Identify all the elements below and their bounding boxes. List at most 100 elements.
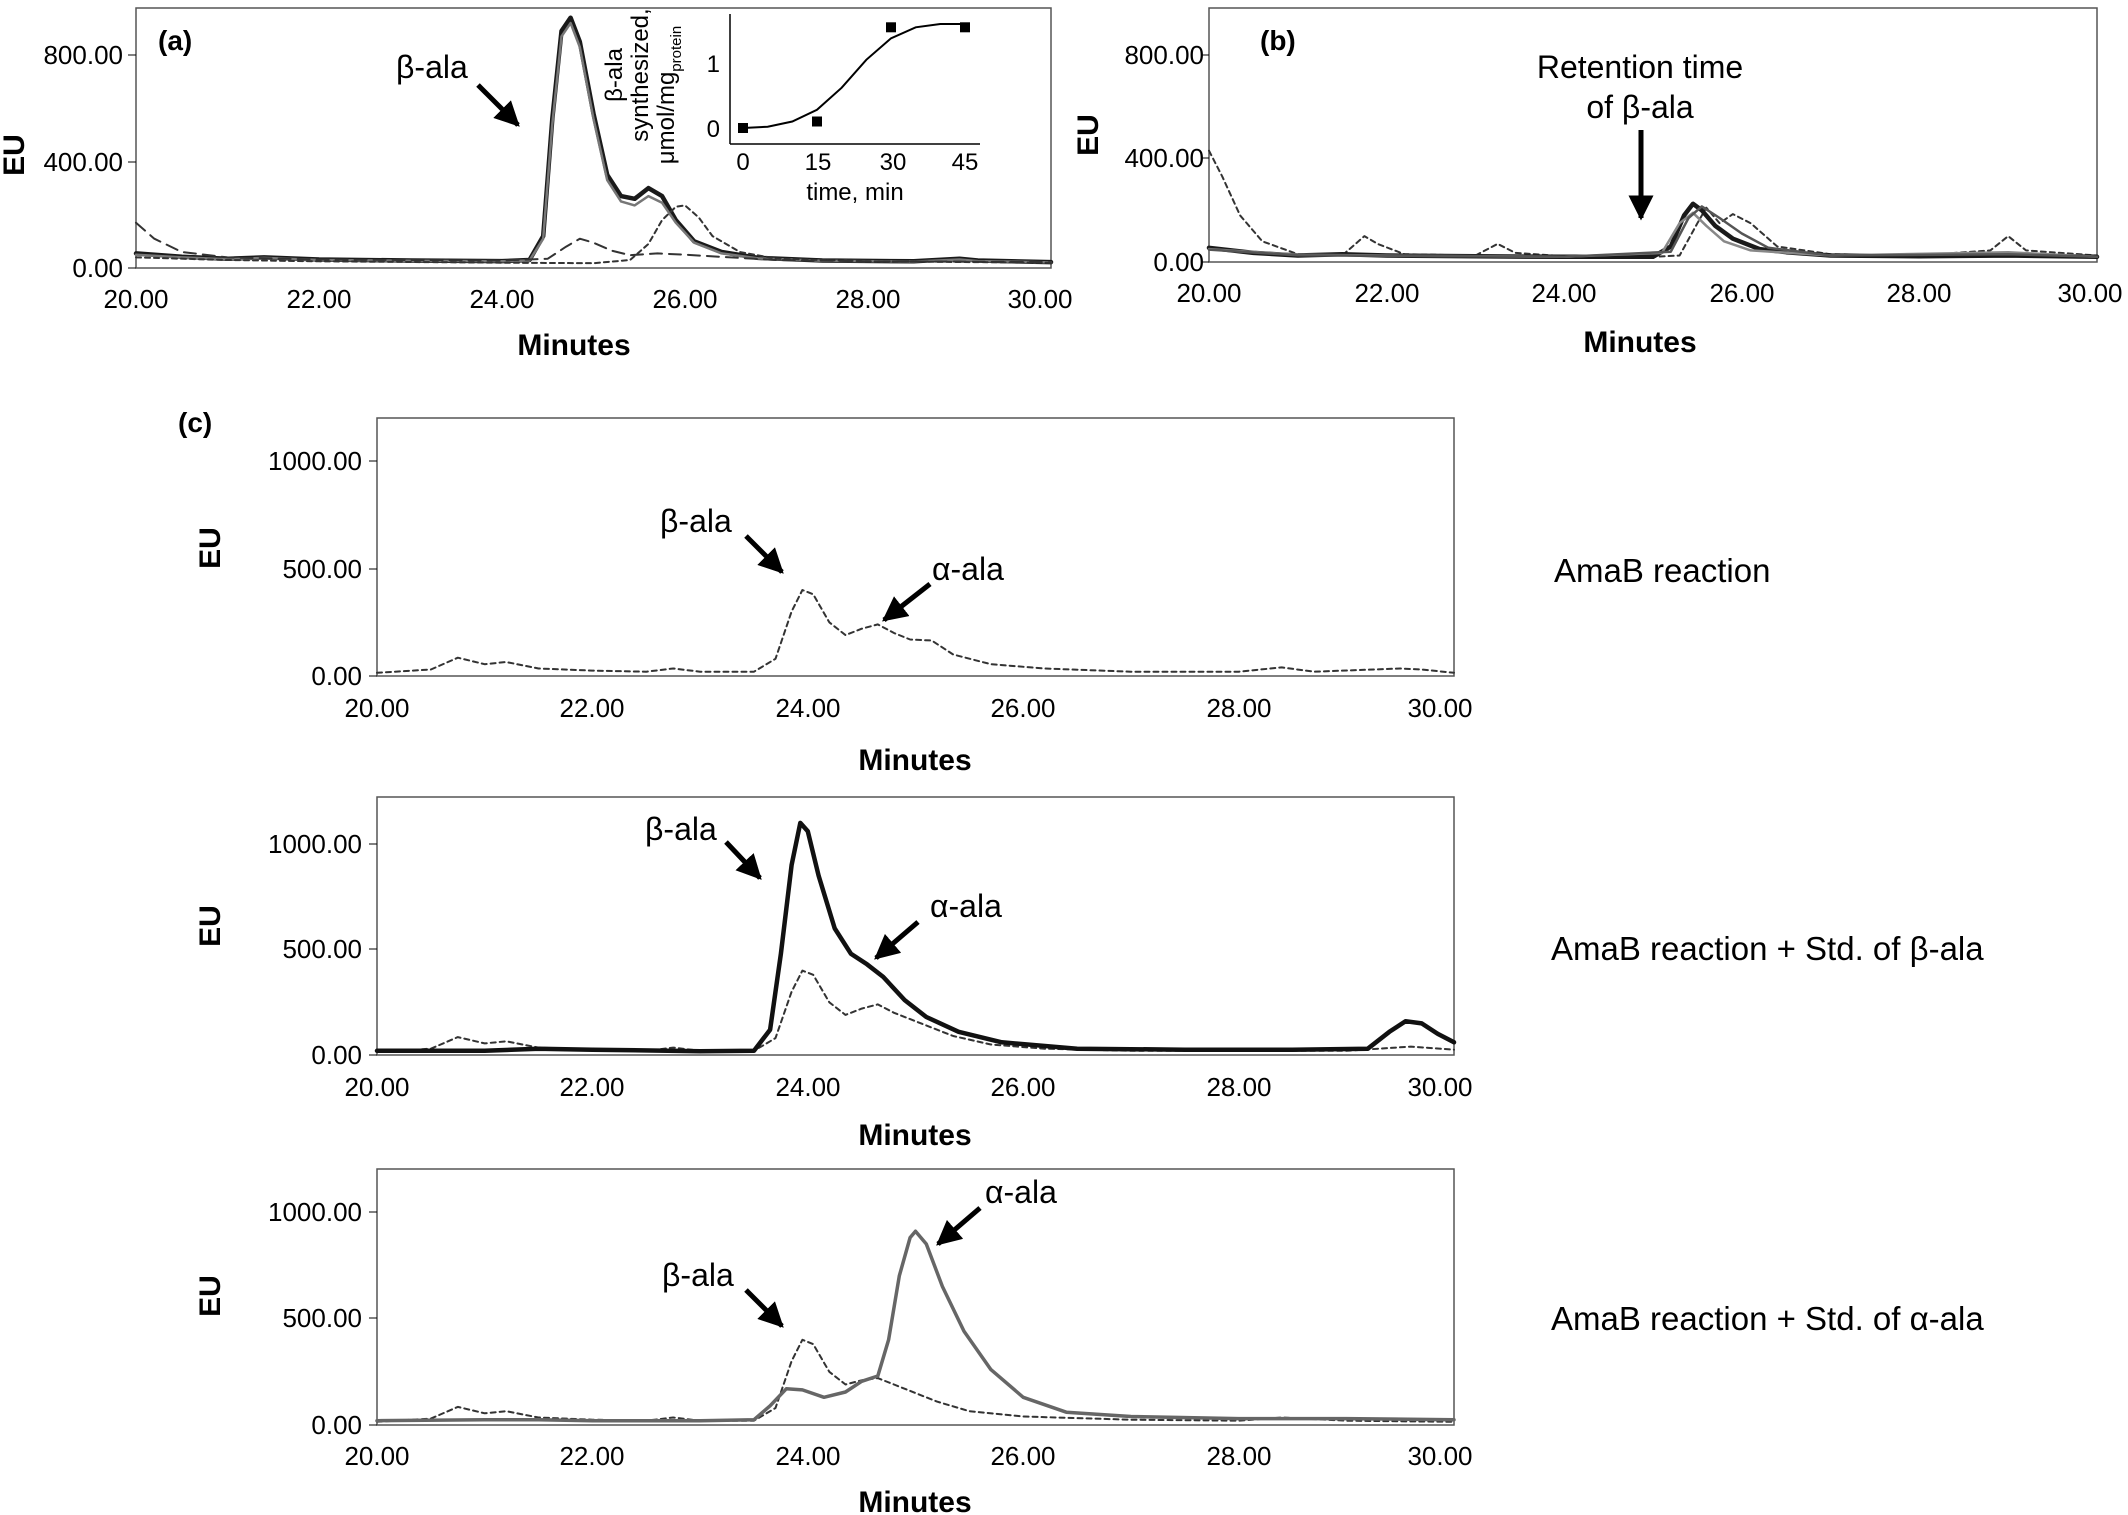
inset-ylabel-sub: protein [668, 26, 685, 72]
panel-c-top-frame [376, 417, 1455, 677]
panel-a-xtick: 30.00 [1007, 284, 1072, 314]
panel-a-xlabel: Minutes [517, 329, 630, 362]
panel-c-bottom-ylabel: EU [194, 1275, 227, 1317]
panel-c-top-xtick: 28.00 [1206, 693, 1271, 723]
panel-c-top-plot-area [376, 589, 1455, 674]
inset-ylabel-line3: μmol/mgprotein [653, 26, 685, 164]
panel-c-bottom-ytick: 0.00 [311, 1410, 362, 1440]
panel-a-xtick: 26.00 [652, 284, 717, 314]
series-line-dotted [376, 1338, 1455, 1423]
series-line-solid-thin [134, 21, 1053, 264]
panel-c-bottom-xtick: 20.00 [344, 1441, 409, 1471]
panel-c-label: (c) [178, 407, 212, 438]
panel-c-middle-xticks: 20.00 22.00 24.00 26.00 28.00 30.00 [344, 1072, 1472, 1102]
inset-data-point [886, 22, 896, 33]
inset-fit-curve [742, 23, 965, 129]
panel-b-ytick: 800.00 [1124, 40, 1204, 70]
series-line-solid-thin [1207, 211, 2099, 259]
inset-xlabel: time, min [806, 179, 903, 206]
panel-a-xtick: 22.00 [286, 284, 351, 314]
panel-c-top-xticks: 20.00 22.00 24.00 26.00 28.00 30.00 [344, 693, 1472, 723]
panel-a-ytick: 400.00 [43, 147, 123, 177]
panel-b-xtick: 30.00 [2057, 278, 2122, 308]
panel-c-bottom-arrow-alpha [936, 1206, 982, 1246]
panel-c-top-yticks: 1000.00 500.00 0.00 [268, 446, 377, 691]
inset-xtick: 45 [952, 149, 979, 176]
panel-c-top-xtick: 22.00 [559, 693, 624, 723]
panel-a-annotation-beta-ala: β-ala [396, 49, 468, 85]
panel-b-label: (b) [1260, 25, 1296, 56]
panel-b: (b) EU Minutes 800.00 400.00 0.00 20.00 … [1072, 7, 2123, 359]
inset-xtick: 0 [736, 149, 749, 176]
inset-data-point [960, 22, 970, 33]
panel-c-bottom-xticks: 20.00 22.00 24.00 26.00 28.00 30.00 [344, 1441, 1472, 1471]
panel-c-middle-ytick: 1000.00 [268, 829, 362, 859]
panel-b-ylabel: EU [1072, 114, 1105, 156]
inset-xtick: 30 [880, 149, 907, 176]
panel-c-middle-arrow-beta [724, 840, 762, 880]
panel-c-top-annotation-beta: β-ala [660, 503, 732, 539]
panel-c-top-annotation-alpha: α-ala [932, 551, 1004, 587]
panel-c-middle-side-label: AmaB reaction + Std. of β-ala [1551, 930, 1984, 967]
panel-c-middle-plot-area [374, 820, 1457, 1054]
series-line-dashed-long [135, 221, 1052, 264]
inset-plot-area [738, 22, 970, 133]
panel-a-frame [135, 7, 1052, 269]
panel-c-bottom-side-label: AmaB reaction + Std. of α-ala [1551, 1300, 1984, 1337]
panel-a-ylabel: EU [0, 134, 31, 176]
panel-b-xtick: 20.00 [1176, 278, 1241, 308]
series-line-solid-thick [1206, 201, 2100, 260]
panel-c-middle-xlabel: Minutes [858, 1119, 971, 1152]
panel-c-bottom-xlabel: Minutes [858, 1486, 971, 1515]
panel-c-bottom-xtick: 26.00 [990, 1441, 1055, 1471]
panel-c-bottom-xtick: 22.00 [559, 1441, 624, 1471]
panel-a-yticks: 800.00 400.00 0.00 [43, 40, 136, 283]
panel-b-yticks: 800.00 400.00 0.00 [1124, 40, 1209, 277]
panel-a: (a) EU Minutes 800.00 400.00 0.00 20.00 … [0, 7, 1073, 362]
panel-b-plot-area [1206, 149, 2100, 260]
inset-ytick: 0 [707, 116, 720, 143]
series-line-dotted [135, 204, 1052, 265]
panel-c-middle-annotation-alpha: α-ala [930, 888, 1002, 924]
panel-c-middle-arrow-alpha [874, 920, 920, 960]
panel-c-middle-xtick: 26.00 [990, 1072, 1055, 1102]
panel-c-bottom-xtick: 24.00 [775, 1441, 840, 1471]
panel-c-bottom-yticks: 1000.00 500.00 0.00 [268, 1197, 377, 1440]
panel-a-xtick: 24.00 [469, 284, 534, 314]
inset-ylabel-unit: μmol/mg [653, 72, 680, 165]
panel-c-bottom-annotation-alpha: α-ala [985, 1174, 1057, 1210]
panel-b-xlabel: Minutes [1583, 326, 1696, 359]
panel-a-label: (a) [158, 25, 192, 56]
panel-c-top-xtick: 24.00 [775, 693, 840, 723]
panel-a-xtick: 28.00 [835, 284, 900, 314]
panel-b-ytick: 400.00 [1124, 143, 1204, 173]
panel-c-bottom-ytick: 1000.00 [268, 1197, 362, 1227]
panel-a-ytick: 0.00 [72, 253, 123, 283]
series-line-solid-thick [374, 820, 1457, 1054]
panel-c-middle-ylabel: EU [194, 905, 227, 947]
series-line-dotted [376, 589, 1455, 674]
inset-data-point [812, 116, 822, 127]
panel-c-bottom-arrow-beta [744, 1288, 784, 1328]
panel-a-inset: β-ala synthesized, μmol/mgprotein 0 1 0 … [601, 8, 980, 206]
inset-data-point [738, 123, 748, 133]
panel-c-middle-frame [376, 796, 1455, 1056]
panel-c-middle: EU Minutes 1000.00 500.00 0.00 20.00 22.… [194, 796, 1984, 1152]
panel-b-ytick: 0.00 [1153, 247, 1204, 277]
panel-c-top: EU Minutes 1000.00 500.00 0.00 20.00 22.… [194, 417, 1770, 777]
panel-c-middle-xtick: 22.00 [559, 1072, 624, 1102]
panel-c-middle-ytick: 500.00 [282, 934, 362, 964]
panel-c-bottom-frame [376, 1168, 1455, 1426]
panel-b-xtick: 28.00 [1886, 278, 1951, 308]
panel-c-top-ytick: 500.00 [282, 554, 362, 584]
panel-c-bottom-plot-area [375, 1229, 1456, 1423]
panel-c-bottom: EU Minutes 1000.00 500.00 0.00 20.00 22.… [194, 1168, 1984, 1515]
inset-ylabel-line1: β-ala [601, 47, 628, 101]
inset-ytick: 1 [707, 51, 720, 78]
series-line-dotted [1208, 149, 2098, 258]
panel-c-top-side-label: AmaB reaction [1554, 552, 1770, 589]
panel-b-xticks: 20.00 22.00 24.00 26.00 28.00 30.00 [1176, 278, 2122, 308]
series-line-solid-thick [133, 15, 1054, 265]
panel-c-bottom-ytick: 500.00 [282, 1303, 362, 1333]
